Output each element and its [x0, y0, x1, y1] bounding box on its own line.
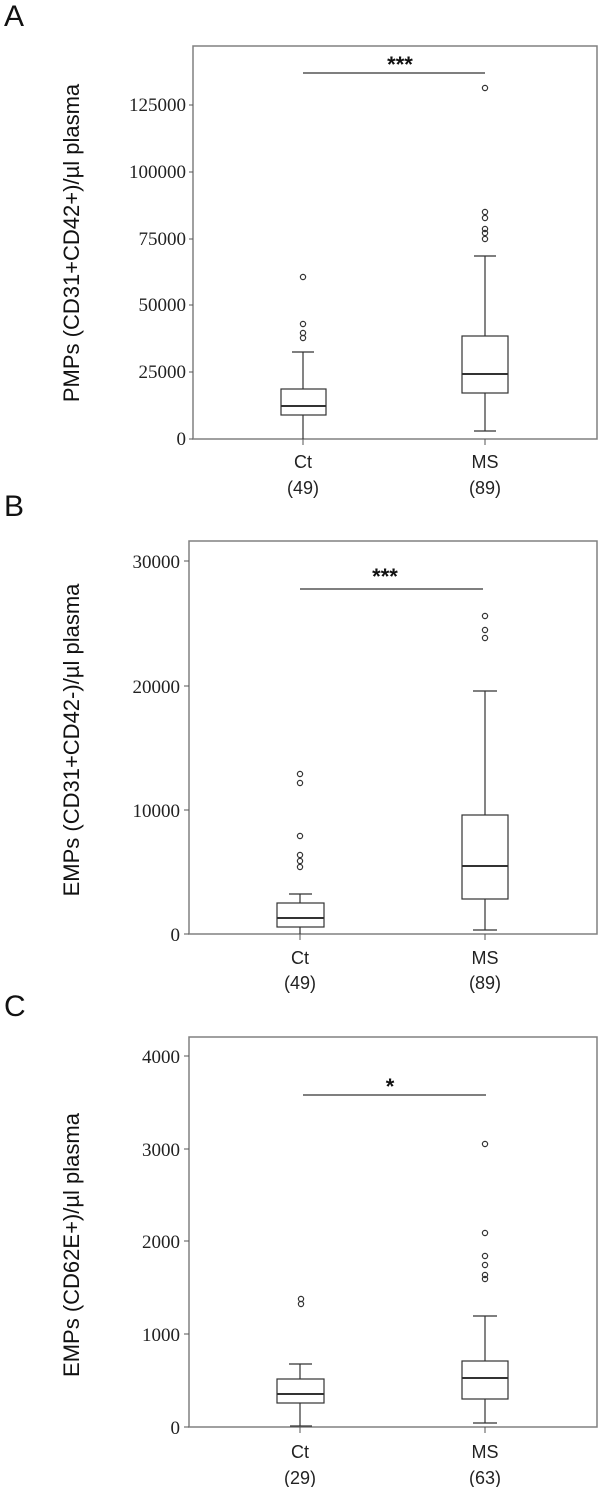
y-tick-label: 2000 [142, 1232, 180, 1253]
y-tick-label: 0 [171, 1418, 181, 1439]
x-category-label: MS [472, 452, 499, 472]
y-tick-label: 25000 [139, 362, 187, 383]
y-tick-label: 50000 [139, 295, 187, 316]
x-category-n: (49) [287, 478, 319, 498]
panel-letter: B [4, 490, 25, 523]
box-ct [276, 1295, 325, 1427]
box-ms [461, 84, 509, 432]
x-category-label: Ct [291, 948, 309, 968]
panel-letter: C [4, 990, 26, 1023]
x-category-n: (49) [284, 973, 316, 993]
y-tick-label: 30000 [133, 552, 181, 573]
y-tick-label: 3000 [142, 1140, 180, 1161]
plot-frame [192, 45, 598, 440]
y-axis-label: EMPs (CD62E+)/µl plasma [59, 1112, 84, 1377]
panel-a: A 0 25000 50000 75000 100000 125000 PMPs… [0, 0, 600, 498]
y-tick-label: 0 [177, 429, 187, 450]
x-category-n: (89) [469, 478, 501, 498]
x-category-n: (89) [469, 973, 501, 993]
x-category-label: Ct [294, 452, 312, 472]
panel-c: C 0 1000 2000 3000 4000 EMPs (CD62E+)/µl… [0, 990, 600, 1487]
plot-frame [188, 540, 598, 935]
y-tick-label: 100000 [129, 162, 186, 183]
boxplot-chart: 0 25000 50000 75000 100000 125000 PMPs (… [59, 45, 598, 498]
y-axis [189, 104, 193, 440]
y-axis-label: EMPs (CD31+CD42-)/µl plasma [59, 583, 84, 897]
y-tick-label: 0 [171, 925, 181, 946]
y-tick-label: 10000 [133, 801, 181, 822]
box-ct [276, 770, 325, 934]
plot-frame [188, 1036, 598, 1428]
x-category-n: (29) [284, 1468, 316, 1487]
y-tick-label: 1000 [142, 1325, 180, 1346]
y-tick-label: 4000 [142, 1047, 180, 1068]
x-category-label: MS [472, 1442, 499, 1462]
y-tick-label: 20000 [133, 677, 181, 698]
panel-letter: A [4, 0, 25, 33]
boxplot-chart: 0 10000 20000 30000 EMPs (CD31+CD42-)/µl… [59, 540, 598, 993]
y-tick-label: 125000 [129, 95, 186, 116]
box-ct [280, 273, 327, 439]
significance-marker: * [386, 1074, 395, 1099]
box-ms [461, 612, 509, 931]
y-tick-label: 75000 [139, 229, 187, 250]
x-category-label: MS [472, 948, 499, 968]
significance-marker: *** [372, 564, 398, 589]
significance-marker: *** [387, 52, 413, 77]
panel-b: B 0 10000 20000 30000 EMPs (CD31+CD42-)/… [0, 490, 600, 993]
x-category-n: (63) [469, 1468, 501, 1487]
box-ms [461, 1140, 509, 1424]
y-axis [184, 560, 189, 935]
y-axis-label: PMPs (CD31+CD42+)/µl plasma [59, 83, 84, 402]
y-axis [184, 1055, 189, 1428]
boxplot-chart: 0 1000 2000 3000 4000 EMPs (CD62E+)/µl p… [59, 1036, 598, 1487]
x-category-label: Ct [291, 1442, 309, 1462]
